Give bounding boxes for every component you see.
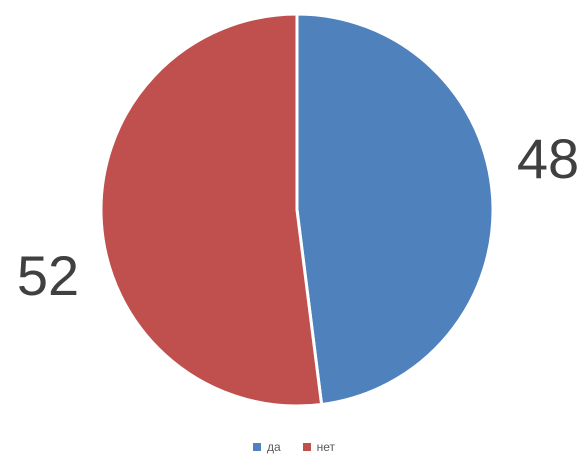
data-label-0: 48 xyxy=(517,127,579,190)
legend-label-da: да xyxy=(266,440,281,454)
legend-item-da: да xyxy=(252,440,281,454)
pie-slice-1 xyxy=(99,12,324,408)
chart-legend: да нет xyxy=(0,440,588,454)
data-label-1: 52 xyxy=(17,244,79,307)
legend-swatch-da xyxy=(252,443,261,451)
pie-slices xyxy=(99,12,495,408)
legend-item-net: нет xyxy=(302,440,336,454)
pie-data-labels: 48 52 xyxy=(17,127,579,307)
legend-swatch-net xyxy=(302,443,311,451)
legend-label-net: нет xyxy=(316,440,336,454)
pie-slice-0 xyxy=(295,12,495,407)
